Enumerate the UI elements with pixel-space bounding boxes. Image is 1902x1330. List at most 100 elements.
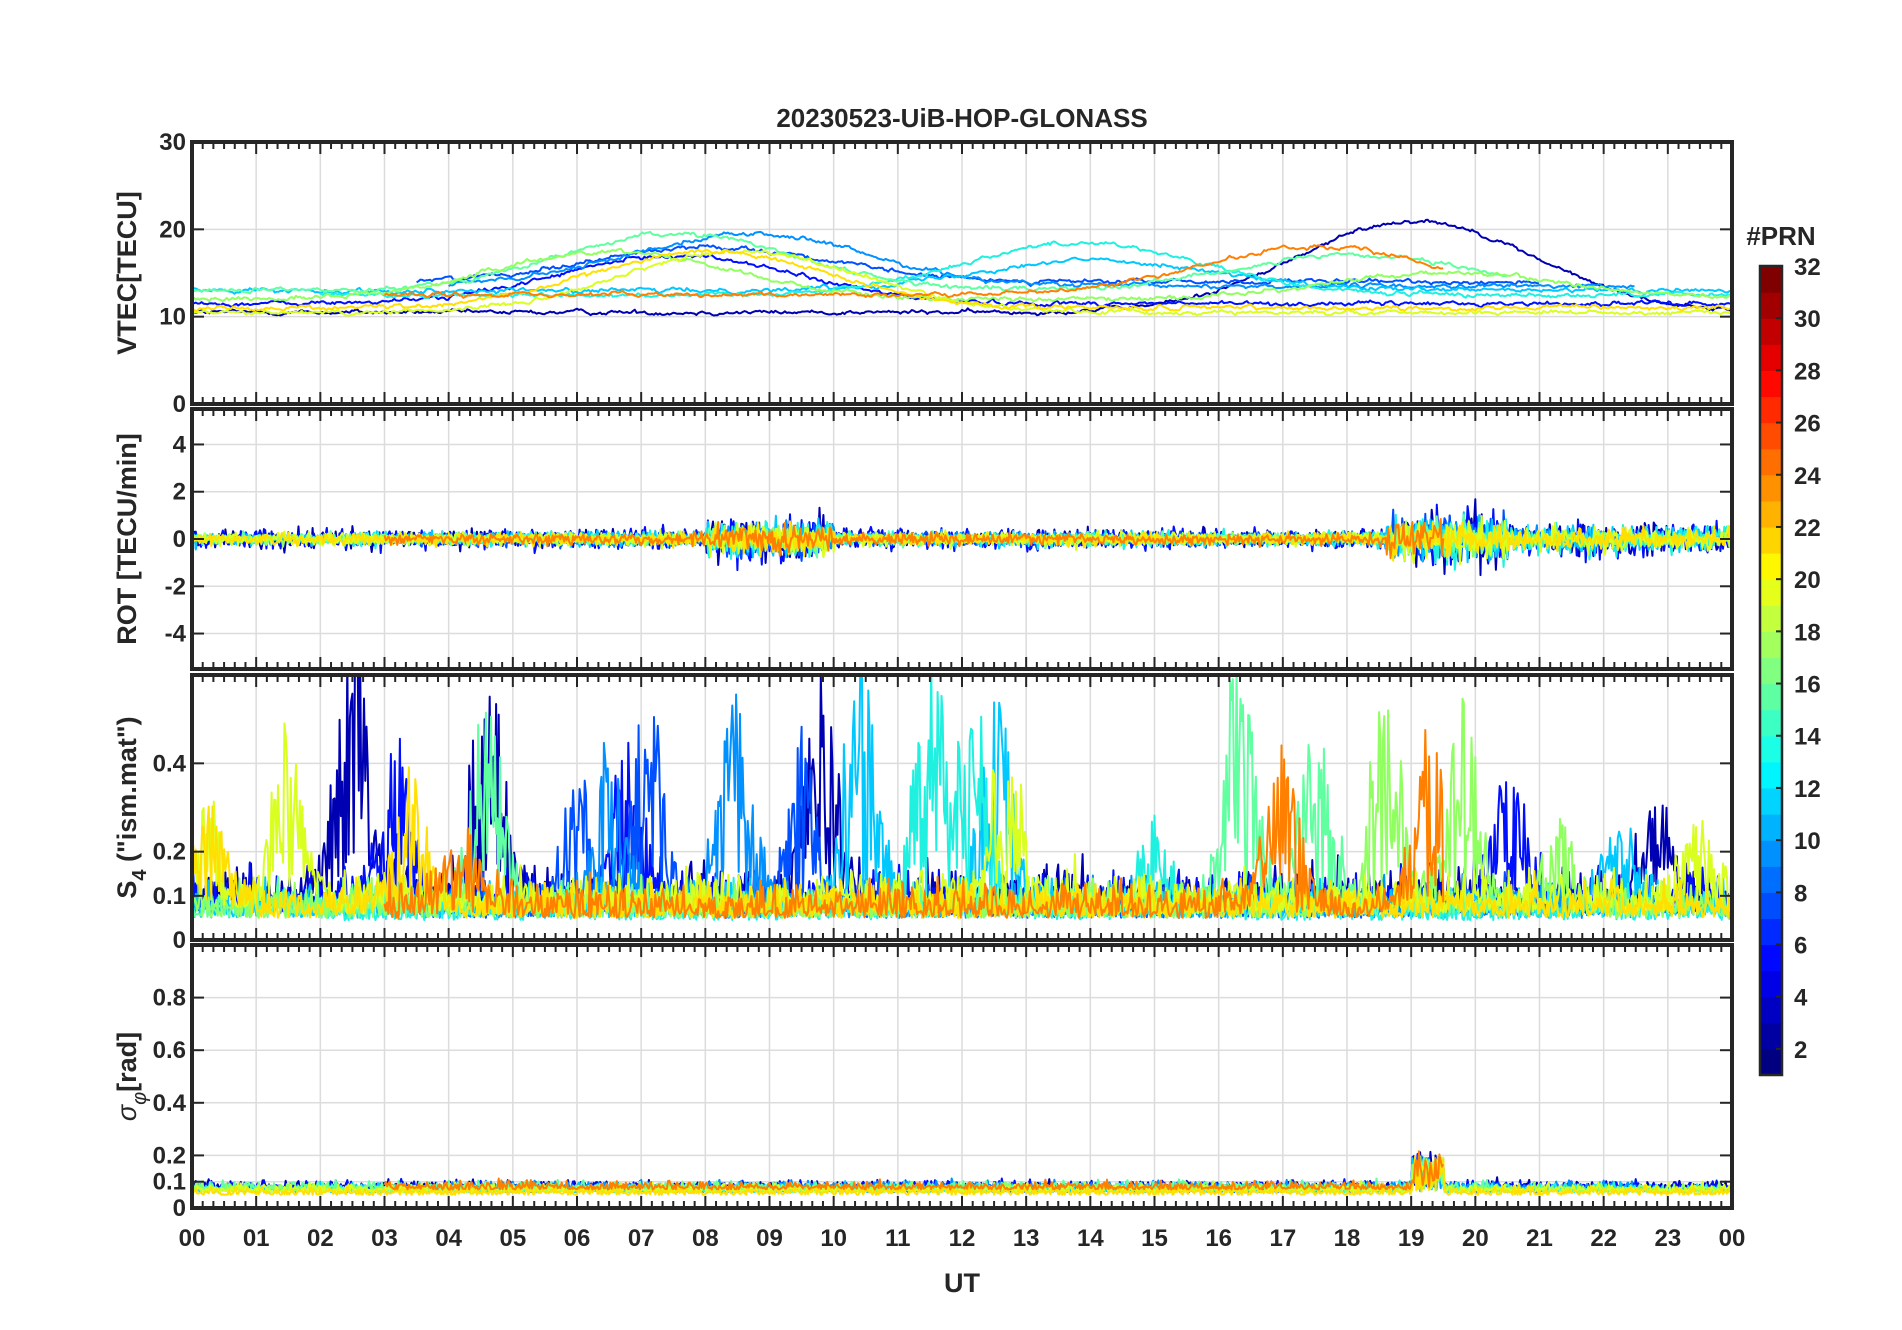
colorbar-tick-label: 16: [1794, 672, 1821, 699]
x-tick-label: 22: [1590, 1225, 1617, 1252]
series-line-prn-21-rot: [192, 520, 1732, 562]
y-tick-label: 0: [173, 391, 186, 418]
colorbar-segment: [1760, 866, 1782, 893]
colorbar-segment: [1760, 918, 1782, 946]
colorbar-segment: [1760, 266, 1782, 293]
colorbar-segment: [1760, 605, 1782, 632]
y-tick-label: 0.6: [153, 1037, 186, 1064]
x-tick-label: 12: [949, 1225, 976, 1252]
x-tick-label: 10: [820, 1225, 847, 1252]
colorbar-tick-label: 6: [1794, 933, 1807, 960]
y-axis-title-rest: [rad]: [112, 1032, 142, 1092]
y-tick-label: 0.1: [153, 1169, 186, 1196]
series-line-prn-16-vtec: [192, 248, 1731, 303]
x-tick-label: 05: [499, 1225, 526, 1252]
y-tick-label: 20: [159, 216, 186, 243]
y-ticks-sigma_phi: 00.10.2 0.4 0.6 0.8: [153, 985, 1732, 1222]
colorbar-segment: [1760, 344, 1782, 371]
colorbar-tick-label: 12: [1794, 776, 1821, 803]
x-tick-label: 17: [1269, 1225, 1296, 1252]
colorbar-tick-label: 8: [1794, 880, 1807, 907]
y-axis-title-rot: ROT [TECU/min]: [112, 433, 142, 644]
y-tick-label: 0.1: [153, 883, 186, 910]
colorbar-segment: [1760, 422, 1782, 450]
series-group-rot: [192, 498, 1732, 577]
series-group-sigma_phi: [192, 1150, 1732, 1196]
x-tick-label: 11: [885, 1225, 910, 1252]
y-tick-label: 2: [173, 479, 186, 506]
colorbar-segment: [1760, 657, 1782, 685]
x-tick-label: 14: [1077, 1225, 1104, 1252]
y-tick-label: -4: [165, 621, 187, 648]
colorbar-segment: [1760, 579, 1782, 606]
y-tick-label: 0: [173, 526, 186, 553]
series-line-prn-21-sigma_phi: [192, 1155, 1732, 1196]
x-tick-label: 09: [756, 1225, 783, 1252]
colorbar-segment: [1760, 318, 1782, 345]
colorbar-segment: [1760, 448, 1782, 476]
colorbar-tick-label: 2: [1794, 1037, 1807, 1064]
y-tick-label: 0.4: [153, 750, 187, 777]
y-axis-title-main: σ: [112, 1103, 142, 1121]
y-tick-label: 30: [159, 129, 186, 156]
colorbar-segment: [1760, 370, 1782, 398]
series-line-prn-10-vtec: [192, 256, 1731, 296]
colorbar-tick-label: 28: [1794, 358, 1821, 385]
panel-sigma_phi: 00.10.20.40.60.8σφ[rad]: [112, 943, 1734, 1222]
x-tick-label: 15: [1141, 1225, 1168, 1252]
colorbar-tick-label: 18: [1794, 619, 1821, 646]
series-line-prn-23-sigma_phi: [383, 1150, 1445, 1191]
colorbar-segment: [1760, 631, 1782, 659]
y-tick-label: 0.8: [153, 985, 186, 1012]
colorbar-segment: [1760, 396, 1782, 424]
y-ticks-s4: 0 0.1 0.2 0.4: [153, 750, 1732, 954]
colorbar-segment: [1760, 474, 1782, 502]
panel-s4: 00.10.20.4S4 ("ism.mat"): [112, 673, 1734, 954]
y-axis-title-rest: ("ism.mat"): [112, 716, 142, 869]
x-tick-label: 02: [307, 1225, 334, 1252]
colorbar-segment: [1760, 814, 1782, 841]
x-tick-label: 08: [692, 1225, 719, 1252]
x-tick-label: 19: [1398, 1225, 1425, 1252]
x-ticks-vtec: [191, 142, 1733, 404]
series-line-prn-23-s4: [383, 729, 1445, 919]
panel-rot: -4 -2 0 2 4 ROT [TECU/min]: [112, 407, 1734, 671]
y-tick-label: 0.2: [153, 1142, 186, 1169]
colorbar-segment: [1760, 500, 1782, 528]
colorbar-segment: [1760, 709, 1782, 737]
colorbar-segment: [1760, 892, 1782, 920]
y-tick-label: 10: [159, 304, 186, 331]
colorbar-segment: [1760, 787, 1782, 815]
colorbar-tick-label: 32: [1794, 254, 1821, 281]
x-axis: 00 01 02 03 04 05 06 07 08 09 10 11 12 13 14 15 16 17 18 19…: [179, 1225, 1746, 1252]
colorbar-segment: [1760, 944, 1782, 972]
y-tick-label: 0: [173, 927, 186, 954]
x-tick-label: 23: [1654, 1225, 1681, 1252]
y-tick-label: 0: [173, 1195, 186, 1222]
colorbar-segment: [1760, 1048, 1782, 1076]
y-axis-title-sub: φ: [129, 1092, 151, 1105]
x-tick-label: 03: [371, 1225, 398, 1252]
x-ticks-rot: [191, 409, 1733, 669]
colorbar-tick-label: 24: [1794, 463, 1821, 490]
colorbar-segment: [1760, 840, 1782, 867]
series-line-prn-8-vtec: [448, 230, 1635, 290]
colorbar-segment: [1760, 996, 1782, 1024]
colorbar-frame: [1758, 264, 1784, 1077]
y-tick-label: 0.2: [153, 839, 186, 866]
series-group-vtec: [192, 218, 1732, 317]
x-axis-title: UT: [944, 1268, 980, 1298]
x-ticks-sigma_phi: [191, 945, 1733, 1208]
y-axis-title-sub: 4: [129, 869, 151, 881]
colorbar-segment: [1760, 970, 1782, 998]
colorbar-tick-label: 10: [1794, 828, 1821, 855]
series-line-prn-21-vtec: [192, 248, 1731, 313]
colorbar-tick-label: 26: [1794, 411, 1821, 438]
figure-title: 20230523-UiB-HOP-GLONASS: [776, 103, 1147, 133]
series-line-prn-23-rot: [383, 518, 1445, 560]
colorbar-segment: [1760, 292, 1782, 319]
series-group-s4: [192, 675, 1732, 922]
